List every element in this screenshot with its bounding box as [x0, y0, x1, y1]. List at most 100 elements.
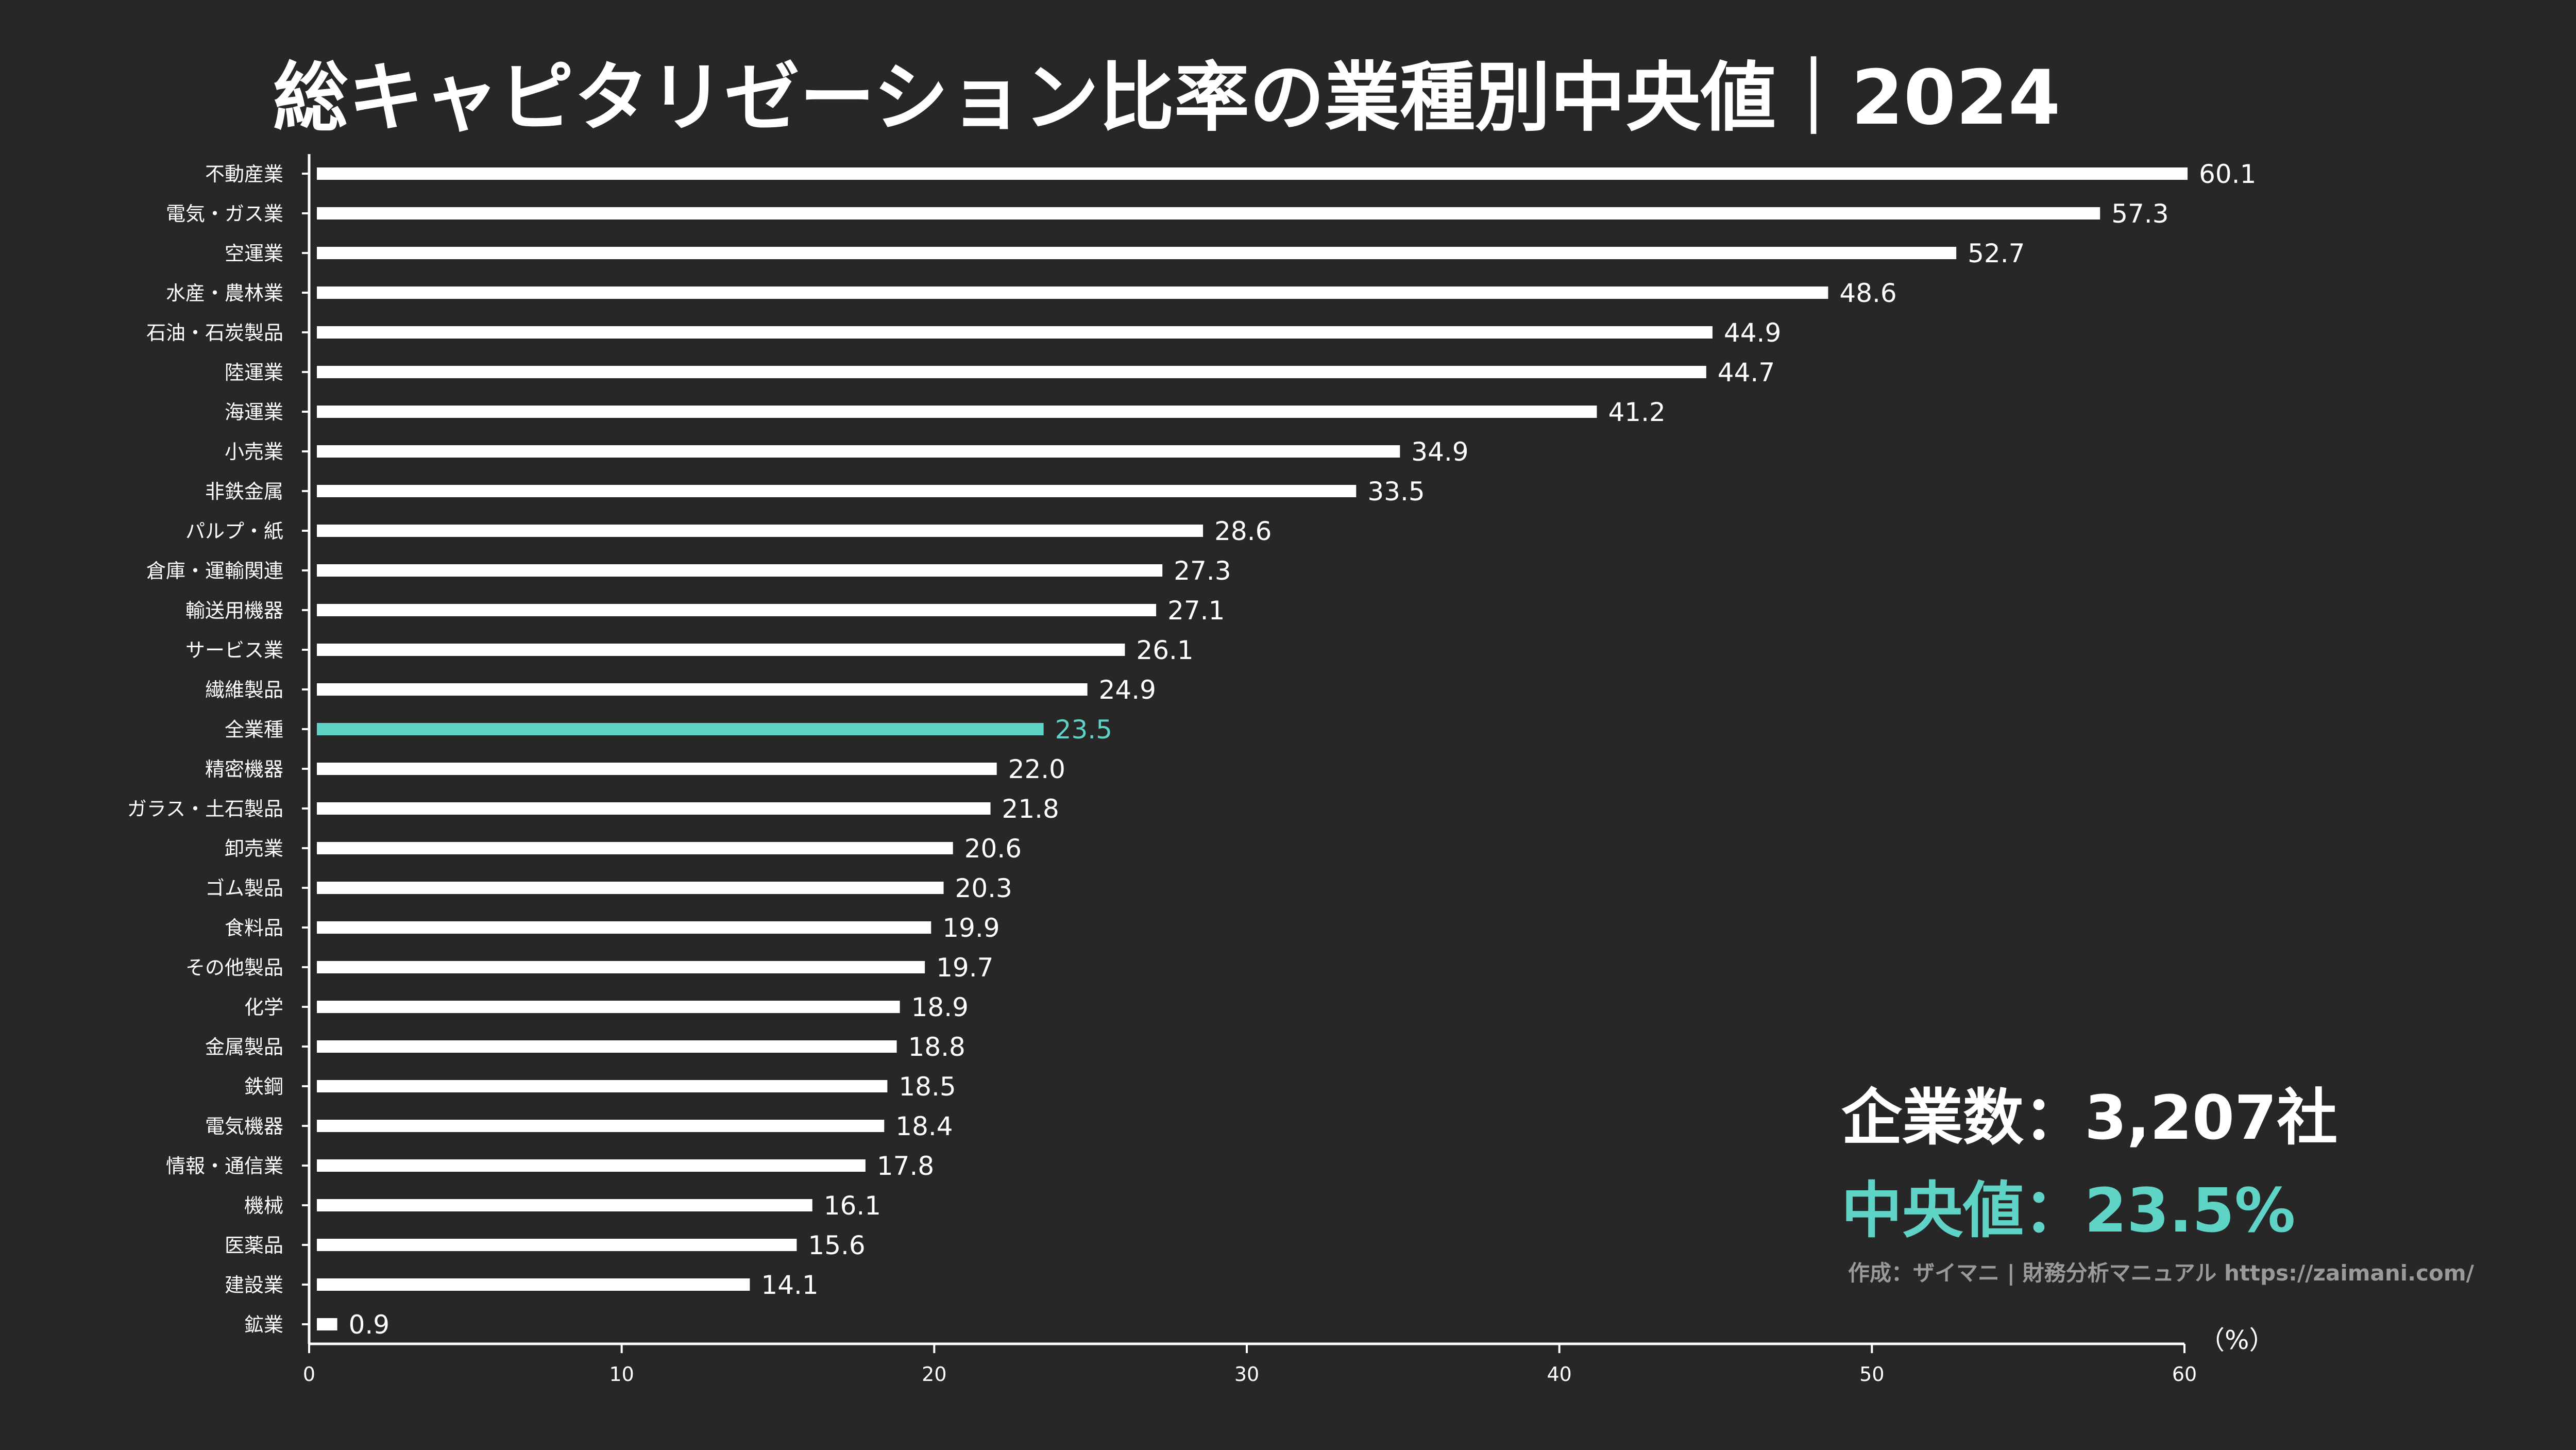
- category-label: 建設業: [225, 1274, 283, 1296]
- category-label: ガラス・土石製品: [127, 798, 283, 820]
- bar: [317, 366, 1706, 378]
- value-label: 18.5: [899, 1072, 956, 1102]
- category-label: 鉄鋼: [244, 1075, 283, 1098]
- bar-highlight: [317, 723, 1044, 735]
- bar: [317, 525, 1204, 537]
- value-label: 41.2: [1608, 397, 1665, 427]
- category-label: 繊維製品: [205, 679, 283, 701]
- value-label: 44.7: [1718, 358, 1775, 387]
- plot-area: 不動産業 60.1 電気・ガス業 57.3 空運業 52.7 水産・農林業 48.6 石油・石炭…: [127, 154, 2256, 1386]
- bar: [317, 1318, 337, 1330]
- category-label: その他製品: [185, 956, 283, 979]
- value-label: 0.9: [349, 1310, 390, 1340]
- chart-title: 総キャピタリゼーション比率の業種別中央値｜2024: [273, 54, 2060, 142]
- value-label: 27.3: [1174, 556, 1231, 586]
- x-tick-label: 40: [1547, 1363, 1571, 1386]
- bar: [317, 1040, 897, 1053]
- x-tick-label: 10: [609, 1363, 634, 1386]
- value-label: 48.6: [1839, 278, 1896, 308]
- x-tick-label: 60: [2172, 1363, 2197, 1386]
- category-label: 倉庫・運輸関連: [146, 560, 283, 582]
- bar: [317, 644, 1125, 656]
- bar: [317, 683, 1088, 696]
- value-label: 52.7: [1968, 239, 2025, 268]
- value-label: 21.8: [1002, 794, 1059, 824]
- value-label: 26.1: [1136, 635, 1193, 665]
- value-label: 18.9: [911, 992, 969, 1022]
- value-label: 23.5: [1055, 715, 1112, 745]
- bar: [317, 286, 1828, 299]
- value-label: 27.1: [1167, 596, 1225, 626]
- bar: [317, 564, 1163, 577]
- bar: [317, 921, 931, 934]
- value-label: 19.9: [942, 913, 999, 943]
- bar: [317, 604, 1157, 616]
- bar: [317, 763, 997, 775]
- category-label: 情報・通信業: [166, 1155, 283, 1177]
- bar: [317, 802, 991, 815]
- category-label: 精密機器: [205, 758, 283, 781]
- value-label: 34.9: [1411, 437, 1468, 467]
- category-label: 水産・農林業: [166, 282, 283, 305]
- category-label: 卸売業: [225, 837, 283, 860]
- value-label: 60.1: [2199, 159, 2256, 189]
- bar: [317, 207, 2100, 220]
- bar: [317, 961, 925, 973]
- category-label: 金属製品: [205, 1036, 283, 1058]
- value-label: 14.1: [761, 1270, 818, 1300]
- value-label: 16.1: [824, 1191, 881, 1221]
- bar: [317, 1001, 900, 1013]
- category-label: 空運業: [225, 242, 283, 265]
- bar: [317, 842, 953, 854]
- value-label: 57.3: [2111, 199, 2168, 229]
- bar: [317, 445, 1400, 458]
- category-label: パルプ・紙: [185, 520, 283, 543]
- value-label: 15.6: [808, 1230, 865, 1260]
- bar: [317, 406, 1597, 418]
- x-tick-label: 20: [922, 1363, 946, 1386]
- value-label: 24.9: [1099, 675, 1156, 705]
- category-label: 石油・石炭製品: [146, 322, 283, 344]
- x-tick-label: 0: [303, 1363, 315, 1386]
- x-tick-label: 50: [1859, 1363, 1884, 1386]
- value-label: 28.6: [1214, 516, 1272, 546]
- category-label: 鉱業: [244, 1313, 283, 1336]
- bar: [317, 1080, 888, 1092]
- value-label: 18.4: [895, 1111, 953, 1141]
- value-label: 19.7: [936, 953, 993, 983]
- bar: [317, 167, 2188, 180]
- category-label: 電気機器: [205, 1115, 283, 1138]
- bar: [317, 1199, 812, 1211]
- value-label: 20.3: [955, 873, 1012, 903]
- x-axis-unit-label: （%）: [2199, 1325, 2275, 1355]
- bar: [317, 1120, 885, 1132]
- bar: [317, 1239, 797, 1251]
- category-label: ゴム製品: [205, 877, 283, 900]
- category-label: 食料品: [225, 917, 283, 939]
- value-label: 20.6: [964, 834, 1022, 864]
- category-label: 不動産業: [205, 163, 283, 186]
- category-label: 輸送用機器: [185, 599, 283, 622]
- value-label: 33.5: [1367, 477, 1425, 507]
- bar: [317, 882, 944, 894]
- value-label: 22.0: [1008, 754, 1065, 784]
- bar: [317, 1159, 866, 1172]
- category-label: 医薬品: [225, 1234, 283, 1257]
- value-label: 18.8: [908, 1032, 965, 1062]
- value-label: 17.8: [877, 1151, 934, 1181]
- category-label: 海運業: [225, 401, 283, 424]
- credit-text: 作成：ザイマニ | 財務分析マニュアル https://zaimani.com/: [1848, 1260, 2475, 1286]
- category-label: 機械: [244, 1194, 283, 1217]
- x-tick-label: 30: [1234, 1363, 1259, 1386]
- bar: [317, 485, 1357, 497]
- category-label: サービス業: [185, 639, 283, 662]
- category-label: 化学: [244, 996, 283, 1019]
- median-stat: 中央値：23.5%: [1841, 1175, 2295, 1246]
- category-label: 非鉄金属: [205, 480, 283, 503]
- value-label: 44.9: [1724, 318, 1781, 348]
- bar: [317, 1278, 750, 1291]
- bar: [317, 247, 1957, 259]
- category-label: 小売業: [225, 441, 283, 463]
- category-label: 陸運業: [225, 361, 283, 384]
